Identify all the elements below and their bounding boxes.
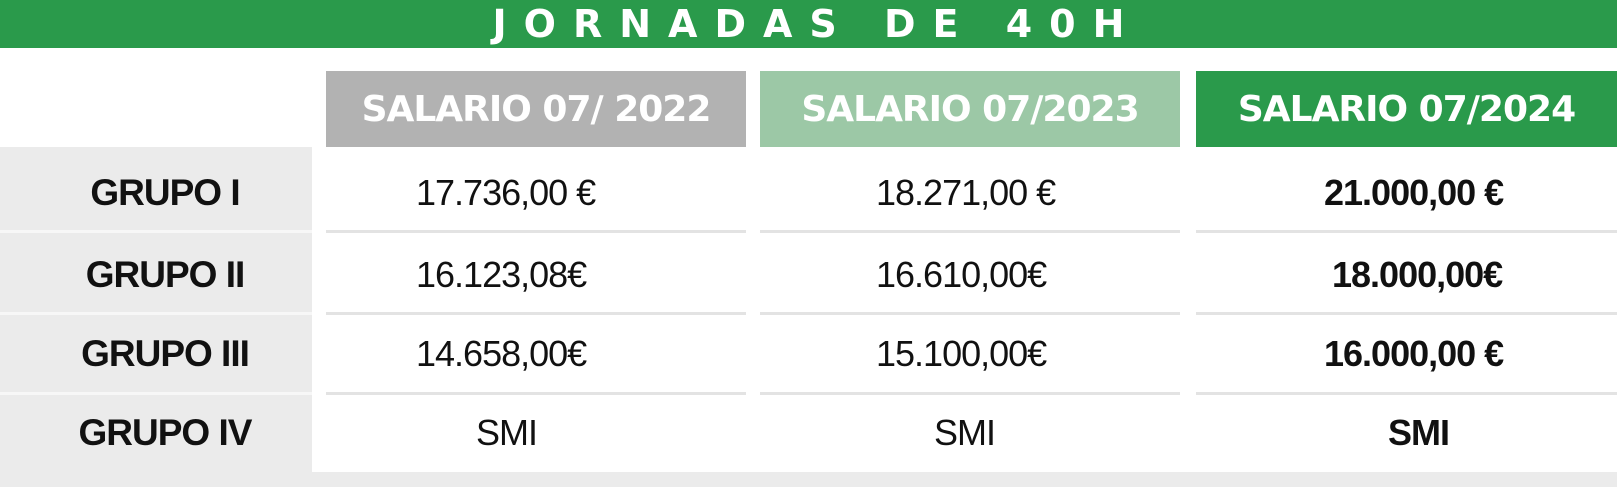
- cell-grupo-iii-2022: 14.658,00€: [416, 333, 587, 374]
- cell-grupo-i-2022: 17.736,00 €: [416, 172, 596, 213]
- row-divider: [760, 312, 1180, 315]
- bottom-strip: [0, 472, 1617, 487]
- cell-grupo-i-2024: 21.000,00 €: [1324, 172, 1504, 213]
- header-salario-2023: SALARIO 07/2023: [760, 71, 1180, 147]
- cell-grupo-i-2023: 18.271,00 €: [876, 172, 1056, 213]
- row-divider: [326, 230, 746, 233]
- row-divider: [1196, 230, 1617, 233]
- row-divider: [0, 230, 312, 233]
- cell-grupo-ii-2023: 16.610,00€: [876, 254, 1047, 295]
- cell-grupo-ii-2022: 16.123,08€: [416, 254, 587, 295]
- row-divider: [0, 312, 312, 315]
- cell-grupo-iv-2022: SMI: [476, 412, 538, 453]
- row-label-grupo-iv: GRUPO IV: [78, 412, 253, 453]
- row-divider: [326, 312, 746, 315]
- cell-grupo-iii-2023: 15.100,00€: [876, 333, 1047, 374]
- row-divider: [1196, 392, 1617, 395]
- row-divider: [0, 392, 312, 395]
- table-title: JORNADAS DE 40H: [492, 2, 1142, 46]
- cell-grupo-iv-2023: SMI: [934, 412, 996, 453]
- row-label-grupo-ii: GRUPO II: [85, 254, 246, 295]
- row-label-column: [0, 147, 312, 472]
- row-divider: [326, 392, 746, 395]
- row-label-grupo-i: GRUPO I: [90, 172, 240, 213]
- row-divider: [760, 230, 1180, 233]
- title-bar: JORNADAS DE 40H: [0, 0, 1617, 48]
- row-divider: [760, 392, 1180, 395]
- row-divider: [1196, 312, 1617, 315]
- cell-grupo-iii-2024: 16.000,00 €: [1324, 333, 1504, 374]
- row-label-grupo-iii: GRUPO III: [81, 333, 250, 374]
- header-salario-2022: SALARIO 07/ 2022: [326, 71, 746, 147]
- cell-grupo-ii-2024: 18.000,00€: [1332, 254, 1503, 295]
- header-salario-2024: SALARIO 07/2024: [1196, 71, 1617, 147]
- cell-grupo-iv-2024: SMI: [1388, 412, 1450, 453]
